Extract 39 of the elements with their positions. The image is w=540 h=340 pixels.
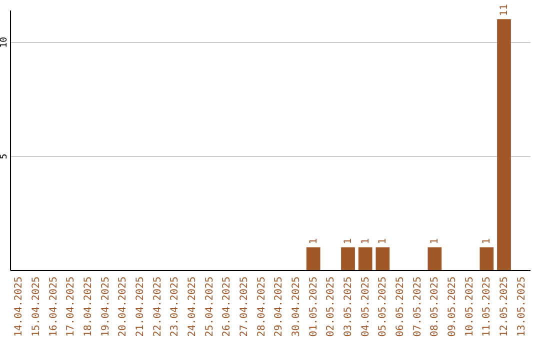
data-label: 1: [343, 238, 354, 244]
x-tick-label: 07.05.2025: [412, 276, 424, 337]
x-tick-label: 29.04.2025: [274, 276, 285, 337]
x-tick-label: 19.04.2025: [100, 276, 112, 337]
y-tick-label: 5: [0, 154, 10, 160]
x-tick-label: 01.05.2025: [308, 276, 320, 337]
x-tick-label: 16.04.2025: [48, 276, 60, 337]
data-label: 1: [378, 238, 389, 244]
x-tick-label: 14.04.2025: [14, 276, 25, 337]
x-tick-label: 26.04.2025: [222, 276, 233, 337]
data-label: 1: [360, 238, 372, 244]
x-tick-label: 10.05.2025: [464, 276, 476, 337]
x-tick-label: 08.05.2025: [430, 276, 441, 337]
x-tick-label: 24.04.2025: [187, 276, 198, 337]
x-tick-label: 18.04.2025: [83, 276, 94, 337]
x-tick-label: 11.05.2025: [482, 276, 493, 337]
data-label: 1: [482, 238, 493, 244]
x-tick-label: 09.05.2025: [447, 276, 458, 337]
x-tick-label: 27.04.2025: [239, 276, 250, 337]
data-label: 1: [308, 238, 320, 244]
y-tick-label: 10: [0, 37, 10, 48]
x-tick-label: 30.04.2025: [291, 276, 302, 337]
x-tick-label: 12.05.2025: [499, 276, 510, 337]
x-tick-label: 15.04.2025: [31, 276, 42, 337]
x-tick-label: 20.04.2025: [118, 276, 129, 337]
x-tick-label: 06.05.2025: [395, 276, 406, 337]
x-tick-label: 23.04.2025: [170, 276, 181, 337]
x-tick-label: 28.04.2025: [256, 276, 268, 337]
x-tick-label: 04.05.2025: [360, 276, 372, 337]
x-tick-label: 17.04.2025: [66, 276, 77, 337]
x-tick-label: 13.05.2025: [516, 276, 528, 337]
x-tick-label: 25.04.2025: [204, 276, 216, 337]
data-label: 1: [430, 238, 441, 244]
x-tick-label: 05.05.2025: [378, 276, 389, 337]
x-tick-label: 03.05.2025: [343, 276, 354, 337]
x-tick-label: 22.04.2025: [152, 276, 164, 337]
data-label: 11: [499, 4, 510, 16]
x-tick-label: 02.05.2025: [326, 276, 337, 337]
x-tick-label: 21.04.2025: [135, 276, 146, 337]
